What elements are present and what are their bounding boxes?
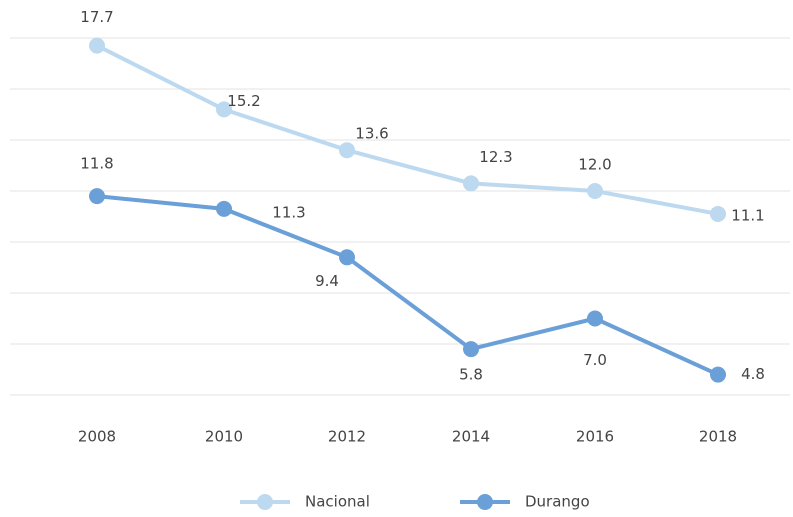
- data-label: 4.8: [741, 365, 765, 383]
- data-label: 13.6: [355, 125, 388, 143]
- point: [89, 37, 105, 54]
- data-label: 5.8: [459, 366, 483, 384]
- x-tick-label: 2018: [699, 428, 737, 446]
- x-tick-label: 2008: [78, 428, 116, 446]
- x-tick-label: 2016: [576, 428, 614, 446]
- legend-marker: [257, 494, 273, 510]
- data-label: 15.2: [227, 92, 260, 110]
- x-tick-label: 2012: [328, 428, 366, 446]
- data-label: 11.1: [731, 206, 764, 224]
- point: [216, 200, 232, 217]
- legend-label: Nacional: [305, 493, 370, 511]
- point: [339, 249, 355, 266]
- point: [463, 341, 479, 358]
- point: [89, 188, 105, 205]
- data-label: 11.3: [272, 203, 305, 221]
- series-line: [96, 194, 719, 377]
- legend-marker: [477, 494, 493, 510]
- x-tick-label: 2010: [205, 428, 243, 446]
- point: [587, 183, 603, 199]
- x-tick-label: 2014: [452, 428, 490, 446]
- point: [710, 366, 726, 383]
- data-label: 9.4: [315, 272, 339, 290]
- point: [710, 205, 726, 222]
- data-label: 17.7: [80, 8, 113, 26]
- point: [587, 310, 603, 327]
- legend-label: Durango: [525, 493, 590, 511]
- point: [463, 175, 479, 192]
- data-label: 7.0: [583, 351, 607, 369]
- point: [216, 101, 232, 118]
- data-label: 11.8: [80, 155, 113, 173]
- point: [339, 142, 355, 159]
- data-label: 12.3: [479, 148, 512, 166]
- series-line: [96, 43, 719, 216]
- data-label: 12.0: [578, 156, 611, 174]
